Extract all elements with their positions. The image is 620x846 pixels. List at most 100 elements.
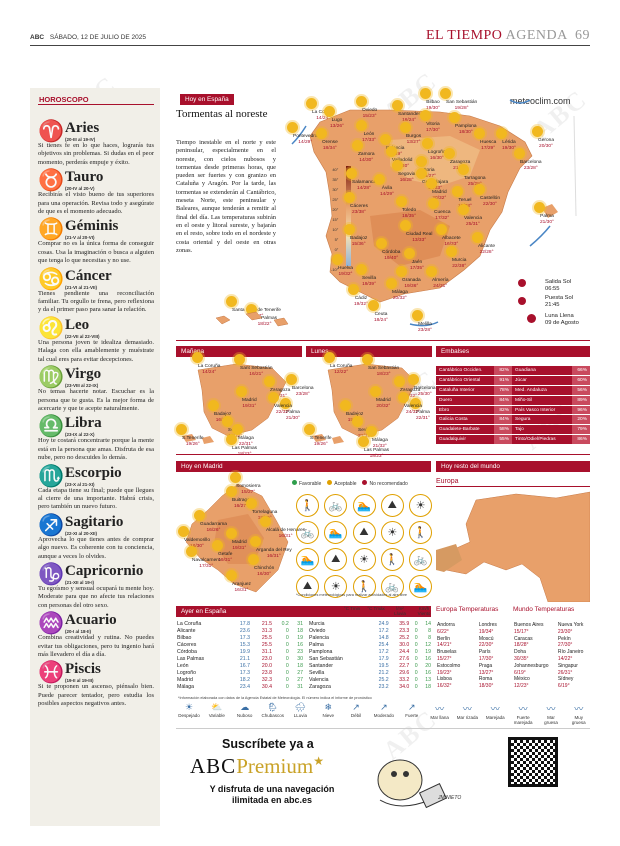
weather-sun-icon (230, 472, 241, 483)
weather-sun-icon (358, 436, 369, 447)
embalse-row: Ebro 82% (436, 405, 512, 415)
weather-sun-icon (316, 128, 327, 139)
city-label: Logroño 16/30° (428, 150, 446, 161)
horoscope-item: ♓ Piscis (19-II al 19-III) Si te proponen u… (38, 662, 154, 708)
weather-sun-icon (394, 376, 405, 387)
weather-sun-icon (356, 120, 367, 131)
city-label: Madrid 19/31° (242, 398, 257, 409)
city-name: San Sebastián (368, 366, 400, 371)
weather-sun-icon (420, 110, 431, 121)
ayer-city: Oviedo (309, 628, 326, 634)
ayer-value: 8 (428, 628, 431, 634)
sign-name: Sagitario (65, 513, 124, 530)
section-title: EL TIEMPO (425, 28, 503, 43)
embalse-percent: 20% (572, 415, 590, 425)
city-temp: 18/35° (402, 213, 417, 219)
weather-sun-icon (236, 386, 247, 397)
ayer-value: 16 (425, 670, 431, 676)
city-label: Buitrago 16/27° (232, 498, 250, 509)
ayer-value: 21.1 (239, 656, 250, 662)
ayer-city: Palencia (309, 635, 329, 641)
ayer-value: 0 (285, 649, 289, 655)
legend-weather-item: 〰 Muy gruesa (568, 702, 590, 725)
temp-row: 16/32° 18/30° (436, 683, 511, 690)
city-label: Alcalá de Henares 16/31° (266, 528, 305, 539)
city-label: San Sebastián 19/28° (446, 100, 477, 111)
city-label: Huelva 19/32° (338, 266, 353, 277)
legend-weather-icon: 〰 (490, 704, 500, 714)
city-temp: 15/36° (351, 241, 366, 247)
ayer-value: 19 (425, 649, 431, 655)
weather-sun-icon (416, 156, 427, 167)
city-temp: 16/28° (399, 177, 414, 183)
embalse-percent: 91% (494, 375, 512, 385)
ayer-row: Valencia 25.2 33.2 0 13 (308, 677, 432, 684)
legend-icon-row: ☀ Despejado ⛅ Variable ☁ Nuboso 🌦 Chubascos 🌧 LLu… (178, 702, 590, 725)
city-name: Cádiz (354, 296, 368, 301)
weather-sun-icon (416, 168, 427, 179)
zodiac-leo-icon: ♌ (38, 315, 65, 340)
activity-row: ⛰ ☀ 🚶 🚲 🏊 (296, 575, 432, 598)
city-temp: 22/38° (452, 263, 467, 269)
embalse-percent: 56% (572, 385, 590, 395)
europa-table: Andorra Londres 6/22° 19/34° Berlín Moscú 14/2… (436, 622, 511, 690)
legend-weather-label: LLuvia (293, 713, 307, 718)
city-label: Burgos 13/27° (406, 134, 421, 145)
city-name: La Coruña (312, 110, 334, 115)
ayer-value: 31 (297, 621, 303, 627)
horoscope-item: ♏ Escorpio (23-X al 21-XI) Cada etapa tiene… (38, 465, 154, 512)
weather-sun-icon (426, 178, 437, 189)
city-name: Ávila (381, 186, 393, 191)
ayer-row: La Coruña 17.8 21.5 0.2 31 (176, 621, 304, 628)
city-name: Valladolid (392, 158, 413, 163)
weather-sun-icon (178, 526, 189, 537)
city-name: Palma (540, 214, 554, 219)
legend-weather-item: ↗ Fuerte (401, 702, 423, 725)
city-name: Toledo (402, 208, 417, 213)
ayer-value: 30 (297, 656, 303, 662)
embalse-name: Cantábrico Occiden. (436, 366, 494, 375)
city-name: Málaga (372, 438, 388, 443)
sign-text: Una persona joven te idealiza demasiado.… (38, 338, 154, 363)
city-row: Caracas Pekín (513, 636, 590, 643)
weather-sun-icon (474, 184, 485, 195)
ayer-value: 16 (425, 656, 431, 662)
city-name: Guadarrama (200, 522, 227, 527)
embalse-name: Guadalete-Barbate (436, 425, 494, 435)
city-temp: 24/32° (406, 409, 420, 415)
ayer-value: 25.5 (261, 642, 273, 648)
city-temp: 17/29° (481, 145, 496, 151)
subsection-title: AGENDA (505, 28, 567, 43)
city-label: Málaga 21/32° (372, 438, 388, 449)
weather-sun-icon (496, 128, 507, 139)
weather-sun-icon (472, 232, 483, 243)
ayer-value: 0.2 (281, 621, 289, 627)
horoscope-item: ♌ Leo (22-VII al 22-VIII) Una persona joven… (38, 315, 154, 364)
legend-weather-icon: ☀ (184, 702, 194, 712)
spain-title: Tormentas al noreste (176, 108, 268, 120)
city-name: Logroño (428, 150, 446, 155)
legend-weather-label: Marejada (485, 715, 505, 720)
world-label: Hoy resto del mundo (436, 461, 590, 472)
weather-sun-icon (286, 374, 297, 385)
legend-dot-icon (362, 480, 368, 485)
city-label: Getafe 19/31° (218, 552, 232, 563)
ayer-value: 8 (428, 635, 431, 641)
city-label: Arganda del Rey 16/31° (256, 548, 292, 559)
city-name: Valdemorillo (184, 538, 211, 543)
sunset-icon (518, 297, 526, 305)
weather-sun-icon (226, 486, 237, 497)
weather-sun-icon (436, 224, 447, 235)
weather-sun-icon (398, 392, 409, 403)
ayer-value: 23.2 (378, 684, 389, 690)
legend-weather-label: Muy gruesa (571, 715, 586, 725)
city-name: Berlín (437, 635, 451, 642)
ayer-value: 0 (414, 621, 418, 627)
ayer-row: Pamplona 17.2 24.4 0 19 (308, 649, 432, 656)
horoscope-item: ♐ Sagitario (22-XI al 20-XII) Aprovecha lo … (38, 513, 154, 561)
embalse-percent: 96% (572, 405, 590, 415)
zodiac-piscis-icon: ♓ (38, 660, 65, 685)
